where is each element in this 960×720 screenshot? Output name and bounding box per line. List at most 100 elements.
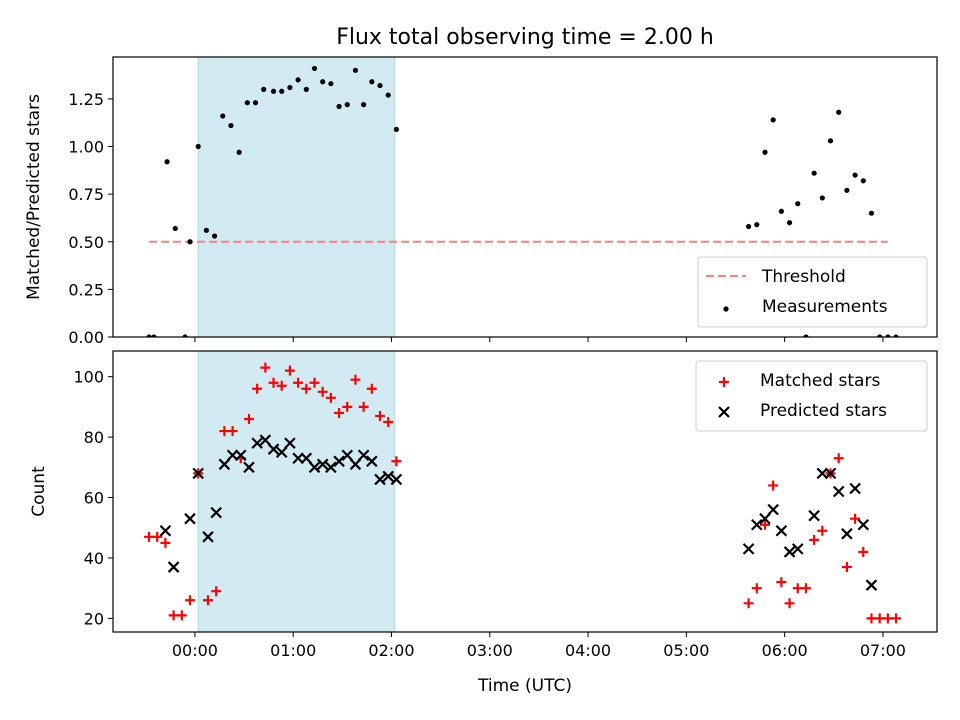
y-tick-label: 20 [84,609,104,628]
y-tick-label: 1.00 [68,138,104,157]
y-tick-label: 0.25 [68,280,104,299]
data-point [311,65,318,72]
data-point [334,407,345,418]
data-point [276,380,287,391]
data-point [211,233,218,239]
data-point [187,239,193,245]
data-point [841,528,853,540]
data-point [295,77,301,83]
legend-marker [718,406,730,418]
data-point [320,79,326,85]
data-point [857,518,870,531]
data-point [336,103,342,110]
data-point [146,334,152,337]
data-point [333,455,345,468]
data-point [279,88,285,94]
data-point [808,509,820,522]
data-point [328,81,334,87]
data-point [341,449,354,462]
data-point [184,512,196,525]
data-point [316,458,329,471]
data-point [210,506,222,519]
data-point [268,377,279,388]
x-axis-label: Time (UTC) [477,676,572,696]
data-point [865,579,878,591]
y-axis-label: Matched/Predicted stars [24,94,44,300]
data-point [220,113,226,119]
data-point [759,519,770,530]
data-point [390,473,403,486]
plot-area [146,57,899,337]
data-point [182,334,188,337]
data-point [775,525,788,537]
data-point [885,334,891,337]
data-point [369,79,375,85]
legend-label: Predicted stars [760,401,887,421]
data-point [759,512,771,525]
data-point [786,220,793,226]
data-point [827,138,834,144]
data-point [301,383,312,394]
data-point [228,122,234,129]
data-point [841,562,852,573]
y-axis-label: Count [29,466,49,517]
x-tick-label: 05:00 [663,641,709,660]
data-point [284,437,296,449]
data-point [152,531,163,542]
data-point [791,543,804,555]
legend-label: Threshold [761,267,846,287]
data-point [366,383,377,394]
data-point [252,383,263,394]
data-point [891,613,902,624]
data-point [192,467,204,480]
data-point [275,446,288,458]
data-point [742,543,755,555]
data-point [252,100,259,106]
x-tick-label: 02:00 [368,641,414,660]
data-point [361,102,367,108]
data-point [203,227,209,233]
data-point [893,334,899,337]
data-point [383,417,394,428]
data-point [325,461,337,474]
data-point [836,109,842,115]
data-point [754,222,760,228]
data-point [344,102,350,108]
series-matched-stars [144,362,902,624]
data-point [243,461,255,474]
data-point [858,546,869,557]
x-tick-label: 03:00 [467,641,513,660]
data-point [358,401,369,412]
data-point [227,426,238,437]
observing-window-shade [197,351,396,632]
data-point [849,482,861,495]
data-point [202,531,214,543]
data-point [811,170,817,176]
data-point [817,525,828,536]
series-predicted-stars [159,434,878,591]
data-point [809,534,820,545]
data-point [762,149,768,155]
legend-box [695,360,928,432]
x-tick-label: 01:00 [270,641,316,660]
data-point [172,225,178,232]
x-tick-label: 07:00 [860,641,906,660]
count-panel: 20 40 60 80 100 00:00 01:00 02:00 03:00 04:00 05:0… [29,350,938,660]
data-point [377,82,383,89]
data-point [167,561,180,573]
data-point [784,598,795,609]
data-point [176,610,187,621]
data-point [151,334,157,337]
legend: Matched stars Predicted stars [695,360,928,432]
y-tick-label: 40 [84,549,104,568]
plot-area [144,351,902,632]
data-point [751,518,763,531]
data-point [203,595,214,606]
axes-frame [112,350,938,633]
data-point [267,443,280,455]
axes-frame [112,56,938,338]
data-point [844,187,850,193]
y-tick-label: 0.75 [68,185,104,204]
data-point [393,126,400,132]
y-tick-label: 80 [84,428,104,447]
